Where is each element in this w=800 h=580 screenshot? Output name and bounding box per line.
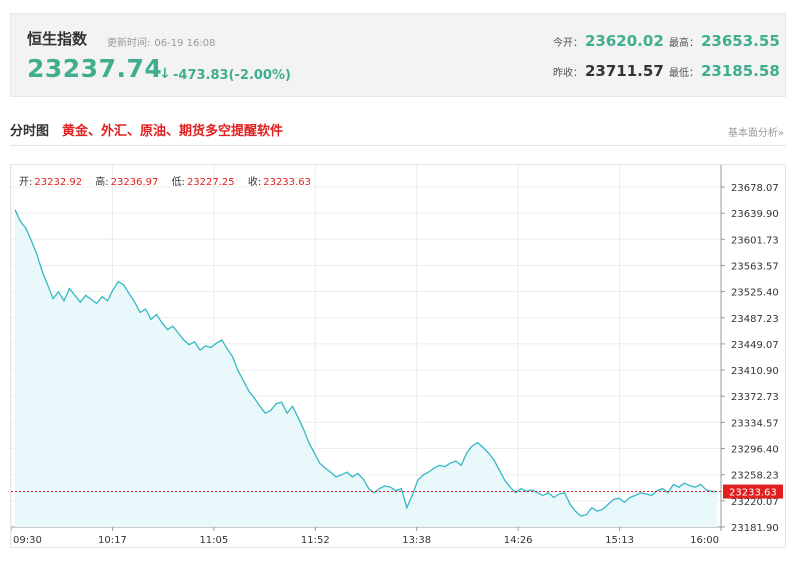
y-tick-label: 23678.07 [731,183,779,194]
price-change: -473.83(-2.00%) [173,68,291,83]
section-title: 分时图 [10,124,50,139]
quote-panel: 恒生指数 更新时间: 06-19 16:08 23237.74 ↓ -473.83… [10,13,786,97]
y-tick-label: 23449.07 [731,340,779,351]
price-line [14,209,718,517]
x-tick-label: 11:05 [199,535,228,546]
ohlc-low-label: 低: [171,177,185,188]
y-tick-label: 23487.23 [731,314,779,325]
y-tick-label: 23525.40 [731,288,779,299]
y-tick-label: 23334.57 [731,418,779,429]
open-stat: 今开： 23620.02 [553,32,664,50]
index-name: 恒生指数 [27,30,88,48]
last-price-label: 23233.63 [729,488,777,499]
price-area [15,209,717,527]
prev-close-label: 昨收： [553,68,583,79]
x-tick-label: 16:00 [690,535,719,546]
y-tick-label: 23258.23 [731,471,779,482]
high-stat: 最高： 23653.55 [669,32,780,50]
prev-close-stat: 昨收： 23711.57 [553,62,664,80]
ohlc-readout: 开: 23232.92 高: 23236.97 低: 23227.25 收: 23233… [19,173,321,188]
x-tick-label: 09:30 [13,535,42,546]
ohlc-open-value: 23232.92 [34,177,83,188]
x-tick-label: 15:13 [605,535,634,546]
x-tick-label: 14:26 [504,535,533,546]
promo-link[interactable]: 黄金、外汇、原油、期货多空提醒软件 [62,124,284,139]
y-tick-label: 23563.57 [731,261,779,272]
low-label: 最低： [669,68,699,79]
low-stat: 最低： 23185.58 [669,62,780,80]
y-tick-label: 23410.90 [731,366,779,377]
last-price-tag [723,484,783,499]
prev-close-value: 23711.57 [585,62,664,80]
open-value: 23620.02 [585,32,664,50]
ohlc-close-label: 收: [247,177,262,188]
intraday-chart[interactable]: 23678.07 23639.90 23601.73 23563.57 23525.40… [10,164,786,548]
ohlc-high-label: 高: [95,177,109,188]
low-value: 23185.58 [701,62,780,80]
ohlc-low-value: 23227.25 [186,177,235,188]
section-divider [10,145,786,146]
ohlc-high-value: 23236.97 [110,177,159,188]
x-tick-label: 13:38 [402,535,431,546]
x-tick-label: 10:17 [98,535,127,546]
update-time-value: 06-19 16:08 [154,38,216,49]
high-value: 23653.55 [701,32,780,50]
current-price: 23237.74 [27,54,163,83]
chart-svg: 23678.07 23639.90 23601.73 23563.57 23525.40… [11,165,783,546]
update-time: 更新时间: 06-19 16:08 [107,34,215,49]
x-tick-label: 11:52 [301,535,330,546]
high-label: 最高： [669,38,699,49]
y-tick-label: 23296.40 [731,445,779,456]
ohlc-close-value: 23233.63 [263,177,311,188]
update-time-label: 更新时间: [107,38,151,49]
y-tick-label: 23639.90 [731,209,779,220]
y-tick-label: 23181.90 [731,523,779,534]
open-label: 今开： [553,38,583,49]
y-tick-label: 23372.73 [731,392,779,403]
y-tick-label: 23220.07 [731,497,779,508]
ohlc-open-label: 开: [19,177,33,188]
y-tick-label: 23601.73 [731,235,779,246]
fundamental-analysis-link[interactable]: 基本面分析» [727,128,784,139]
down-arrow-icon: ↓ [159,66,171,82]
